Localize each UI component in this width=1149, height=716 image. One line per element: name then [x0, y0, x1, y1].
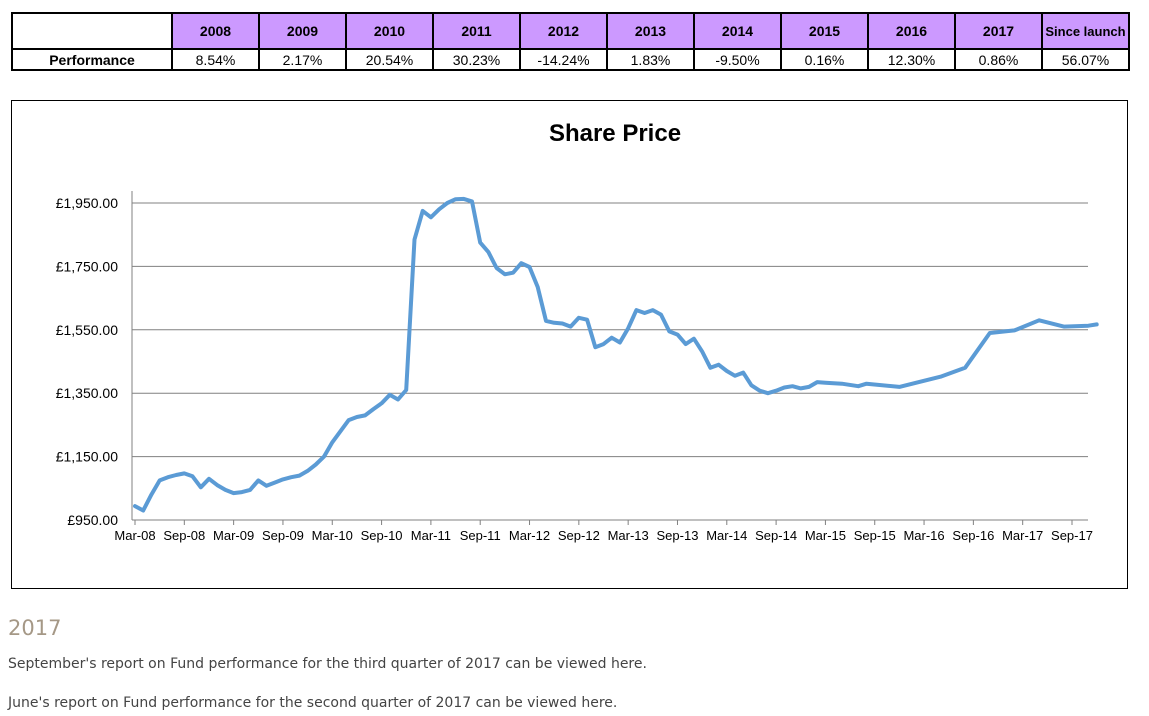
y-tick-label: £1,150.00 — [56, 449, 118, 465]
performance-value-since-launch: 56.07% — [1041, 48, 1130, 71]
x-tick-label: Sep-09 — [262, 528, 304, 543]
x-tick-label: Mar-15 — [805, 528, 846, 543]
year-header-2008: 2008 — [171, 12, 260, 50]
x-tick-label: Mar-10 — [312, 528, 353, 543]
year-header-2010: 2010 — [345, 12, 434, 50]
performance-value-row: Performance 8.54% 2.17% 20.54% 30.23% -14.24… — [11, 48, 1130, 71]
performance-value-2011: 30.23% — [432, 48, 521, 71]
performance-value-2016: 12.30% — [867, 48, 956, 71]
y-tick-label: £1,350.00 — [56, 385, 118, 401]
chart-title: Share Price — [549, 120, 681, 147]
performance-value-2008: 8.54% — [171, 48, 260, 71]
y-tick-label: £950.00 — [67, 512, 118, 528]
performance-value-2013: 1.83% — [606, 48, 695, 71]
performance-value-2015: 0.16% — [780, 48, 869, 71]
x-tick-label: Sep-17 — [1051, 528, 1093, 543]
y-tick-label: £1,950.00 — [56, 195, 118, 211]
performance-value-2012: -14.24% — [519, 48, 608, 71]
y-tick-label: £1,750.00 — [56, 258, 118, 274]
q3-report-link[interactable]: September's report on Fund performance f… — [8, 656, 647, 672]
x-tick-label: Mar-12 — [509, 528, 550, 543]
q2-report-link[interactable]: June's report on Fund performance for th… — [8, 695, 618, 711]
x-tick-label: Mar-09 — [213, 528, 254, 543]
performance-table: 2008 2009 2010 2011 2012 2013 2014 2015 2016 2017… — [11, 12, 1130, 71]
q3-report-link-line[interactable]: September's report on Fund performance f… — [8, 656, 647, 672]
share-price-chart: Share Price £950.00 £1,150.00 £1,350.00 £1,5… — [11, 100, 1128, 589]
x-tick-label: Mar-16 — [903, 528, 944, 543]
x-tick-label: Sep-15 — [854, 528, 896, 543]
q2-report-link-line[interactable]: June's report on Fund performance for th… — [8, 695, 617, 711]
y-tick-label: £1,550.00 — [56, 322, 118, 338]
x-tick-label: Sep-11 — [460, 528, 501, 543]
x-tick-label: Sep-13 — [657, 528, 699, 543]
share-price-series-line — [133, 196, 1099, 513]
x-tick-label: Sep-14 — [755, 528, 797, 543]
year-header-2012: 2012 — [519, 12, 608, 50]
section-year-heading: 2017 — [8, 616, 62, 640]
x-tick-label: Mar-13 — [608, 528, 649, 543]
year-header-2014: 2014 — [693, 12, 782, 50]
x-tick-label: Sep-16 — [952, 528, 994, 543]
table-corner-cell — [11, 12, 173, 50]
year-header-2013: 2013 — [606, 12, 695, 50]
performance-row-label: Performance — [11, 48, 173, 71]
year-header-2011: 2011 — [432, 12, 521, 50]
year-header-2015: 2015 — [780, 12, 869, 50]
year-header-2009: 2009 — [258, 12, 347, 50]
x-tick-label: Mar-08 — [114, 528, 155, 543]
share-price-chart-svg: Share Price £950.00 £1,150.00 £1,350.00 £1,5… — [56, 120, 1099, 543]
x-tick-label: Mar-17 — [1002, 528, 1043, 543]
x-tick-label: Sep-12 — [558, 528, 600, 543]
year-header-2017: 2017 — [954, 12, 1043, 50]
x-tick-label: Mar-11 — [411, 528, 451, 543]
performance-header-row: 2008 2009 2010 2011 2012 2013 2014 2015 2016 2017… — [11, 12, 1130, 50]
performance-value-2009: 2.17% — [258, 48, 347, 71]
year-header-since-launch: Since launch — [1041, 12, 1130, 50]
performance-value-2010: 20.54% — [345, 48, 434, 71]
x-tick-label: Mar-14 — [706, 528, 747, 543]
year-header-2016: 2016 — [867, 12, 956, 50]
x-tick-label: Sep-08 — [163, 528, 205, 543]
x-tick-label: Sep-10 — [361, 528, 403, 543]
performance-value-2017: 0.86% — [954, 48, 1043, 71]
performance-value-2014: -9.50% — [693, 48, 782, 71]
